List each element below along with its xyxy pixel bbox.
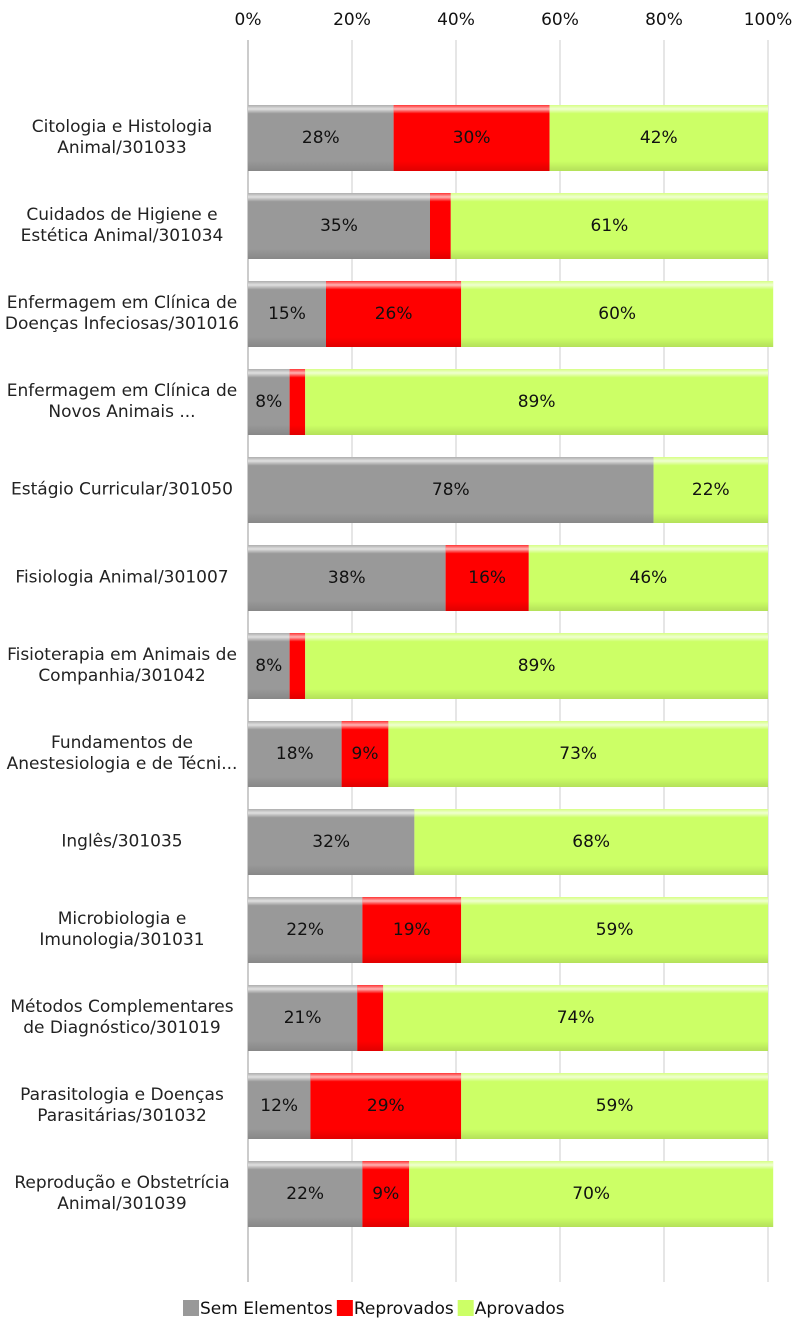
bar-gloss [248,369,290,435]
bar-gloss [362,897,462,963]
data-label: 22% [692,480,730,500]
data-label: 61% [591,216,629,236]
data-label: 59% [596,1096,634,1116]
bar-gloss [393,105,550,171]
data-label: 12% [260,1096,298,1116]
data-label: 21% [284,1008,322,1028]
bar-gloss [341,721,389,787]
data-label: 22% [286,920,324,940]
y-tick-label: Estágio Curricular/301050 [11,479,233,500]
data-label: 42% [640,128,678,148]
data-label: 38% [328,568,366,588]
bar-gloss [248,1073,311,1139]
bar-gloss [461,1073,768,1139]
bar-gloss [248,545,446,611]
data-label: 89% [518,392,556,412]
y-tick-label: Enfermagem em Clínica de Doenças Infecio… [4,293,240,334]
y-tick-label: Inglês/301035 [61,831,183,852]
bar-gloss [248,457,654,523]
y-tick-label: Citologia e Histologia Animal/301033 [31,117,213,158]
bar-gloss [310,1073,462,1139]
bar-gloss [248,897,363,963]
y-tick-label: Enfermagem em Clínica de Novos Animais .… [6,381,238,422]
bar-gloss [528,545,768,611]
data-label: 9% [352,744,379,764]
bar-gloss [357,985,384,1051]
data-label: 89% [518,656,556,676]
bar-gloss [549,105,768,171]
bar-gloss [461,281,774,347]
y-tick-label: Reprodução e Obstetrícia Animal/301039 [14,1173,230,1214]
bar-gloss [248,193,430,259]
legend-label: Aprovados [475,1299,565,1319]
bar-gloss [430,193,451,259]
legend-label: Sem Elementos [200,1299,333,1319]
data-label: 8% [255,656,282,676]
data-label: 8% [255,392,282,412]
legend-swatch [336,1300,353,1316]
data-label: 74% [557,1008,595,1028]
bar-gloss [248,985,358,1051]
legend-swatch [183,1300,199,1316]
x-tick-label: 80% [645,10,683,30]
data-label: 59% [596,920,634,940]
bar-gloss [248,721,342,787]
data-label: 9% [372,1184,399,1204]
data-label: 26% [375,304,413,324]
data-label: 19% [393,920,431,940]
bar-gloss [305,369,768,435]
x-tick-label: 0% [235,10,262,30]
x-tick-label: 20% [333,10,371,30]
data-label: 68% [572,832,610,852]
data-label: 70% [572,1184,610,1204]
bar-gloss [409,1161,774,1227]
bar-gloss [289,633,306,699]
bar-gloss [450,193,768,259]
data-label: 29% [367,1096,405,1116]
x-tick-label: 100% [744,10,793,30]
y-tick-label: Microbiologia e Imunologia/301031 [39,909,205,950]
data-label: 28% [302,128,340,148]
bar-gloss [461,897,768,963]
x-tick-label: 60% [541,10,579,30]
data-label: 35% [320,216,358,236]
data-label: 18% [276,744,314,764]
data-label: 22% [286,1184,324,1204]
y-tick-label: Parasitologia e Doenças Parasitárias/301… [20,1085,224,1126]
bar-gloss [248,1161,363,1227]
bar-gloss [248,281,326,347]
y-tick-label: Fundamentos de Anestesiologia e de Técni… [6,733,238,774]
bar-gloss [248,105,394,171]
x-tick-label: 40% [437,10,475,30]
bar-gloss [248,633,290,699]
bar-gloss [388,721,768,787]
bar-gloss [326,281,462,347]
data-label: 73% [559,744,597,764]
bar-gloss [289,369,306,435]
y-tick-label: Fisiologia Animal/301007 [15,567,229,588]
data-label: 46% [630,568,668,588]
data-label: 78% [432,480,470,500]
data-label: 30% [453,128,491,148]
y-tick-label: Fisioterapia em Animais de Companhia/301… [7,645,237,686]
legend-swatch [457,1300,474,1316]
bar-gloss [362,1161,410,1227]
y-tick-label: Cuidados de Higiene e Estética Animal/30… [20,205,224,246]
legend-label: Reprovados [354,1299,454,1319]
bar-gloss [653,457,768,523]
y-tick-label: Métodos Complementares de Diagnóstico/30… [10,997,234,1038]
bar-gloss [383,985,768,1051]
data-label: 60% [598,304,636,324]
bar-gloss [248,809,415,875]
data-label: 32% [312,832,350,852]
bar-gloss [445,545,529,611]
data-label: 15% [268,304,306,324]
bar-gloss [305,633,768,699]
data-label: 16% [468,568,506,588]
bar-gloss [414,809,768,875]
